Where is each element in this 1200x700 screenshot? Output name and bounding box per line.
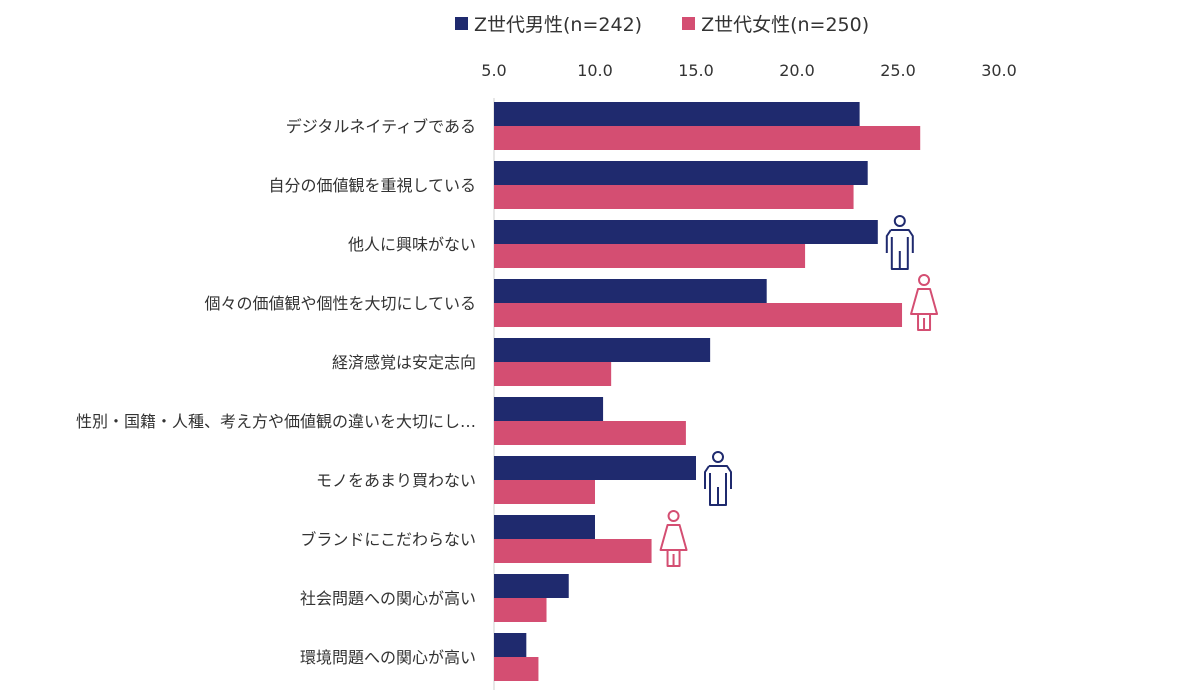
bar-female bbox=[494, 303, 903, 327]
legend-item-female: Z世代女性(n=250) bbox=[682, 10, 869, 37]
category-label: デジタルネイティブである bbox=[286, 117, 476, 136]
category-label: 他人に興味がない bbox=[348, 235, 476, 254]
x-tick-label: 10.0 bbox=[577, 61, 613, 80]
x-tick-label: 15.0 bbox=[678, 61, 714, 80]
category-label: ブランドにこだわらない bbox=[300, 530, 476, 549]
category-label: 環境問題への関心が高い bbox=[300, 648, 476, 667]
female-figure-icon bbox=[910, 274, 939, 331]
bar-male bbox=[494, 574, 569, 598]
x-tick-label: 5.0 bbox=[481, 61, 506, 80]
bar-male bbox=[494, 102, 860, 126]
bar-female bbox=[494, 244, 806, 268]
category-label: 経済感覚は安定志向 bbox=[332, 353, 476, 372]
category-label: 自分の価値観を重視している bbox=[268, 176, 476, 195]
bar-male bbox=[494, 633, 527, 657]
category-label: 性別・国籍・人種、考え方や価値観の違いを大切にし… bbox=[76, 412, 476, 431]
legend-label-male: Z世代男性(n=242) bbox=[474, 14, 643, 36]
bar-male bbox=[494, 456, 696, 480]
bar-male bbox=[494, 220, 878, 244]
bar-female bbox=[494, 539, 652, 563]
bar-male bbox=[494, 515, 595, 539]
bar-female bbox=[494, 598, 547, 622]
x-tick-label: 20.0 bbox=[779, 61, 815, 80]
legend: Z世代男性(n=242) Z世代女性(n=250) bbox=[455, 10, 869, 37]
x-tick-label: 25.0 bbox=[880, 61, 916, 80]
x-tick-label: 30.0 bbox=[981, 61, 1017, 80]
female-figure-icon bbox=[659, 510, 688, 567]
bar-female bbox=[494, 126, 921, 150]
category-label: 社会問題への関心が高い bbox=[300, 589, 476, 608]
bar-male bbox=[494, 161, 868, 185]
legend-item-male: Z世代男性(n=242) bbox=[455, 10, 642, 37]
category-label: 個々の価値観や個性を大切にしている bbox=[204, 294, 476, 313]
legend-swatch-female bbox=[682, 17, 696, 30]
bar-male bbox=[494, 279, 767, 303]
bar-male bbox=[494, 397, 604, 421]
bar-female bbox=[494, 657, 539, 681]
legend-label-female: Z世代女性(n=250) bbox=[701, 14, 870, 36]
category-label: モノをあまり買わない bbox=[316, 471, 476, 490]
bar-female bbox=[494, 362, 612, 386]
legend-swatch-male bbox=[455, 17, 468, 30]
bar-male bbox=[494, 338, 711, 362]
bar-female bbox=[494, 421, 686, 445]
bar-female bbox=[494, 480, 595, 504]
male-figure-icon bbox=[885, 215, 914, 270]
male-figure-icon bbox=[704, 451, 732, 506]
bar-female bbox=[494, 185, 854, 209]
